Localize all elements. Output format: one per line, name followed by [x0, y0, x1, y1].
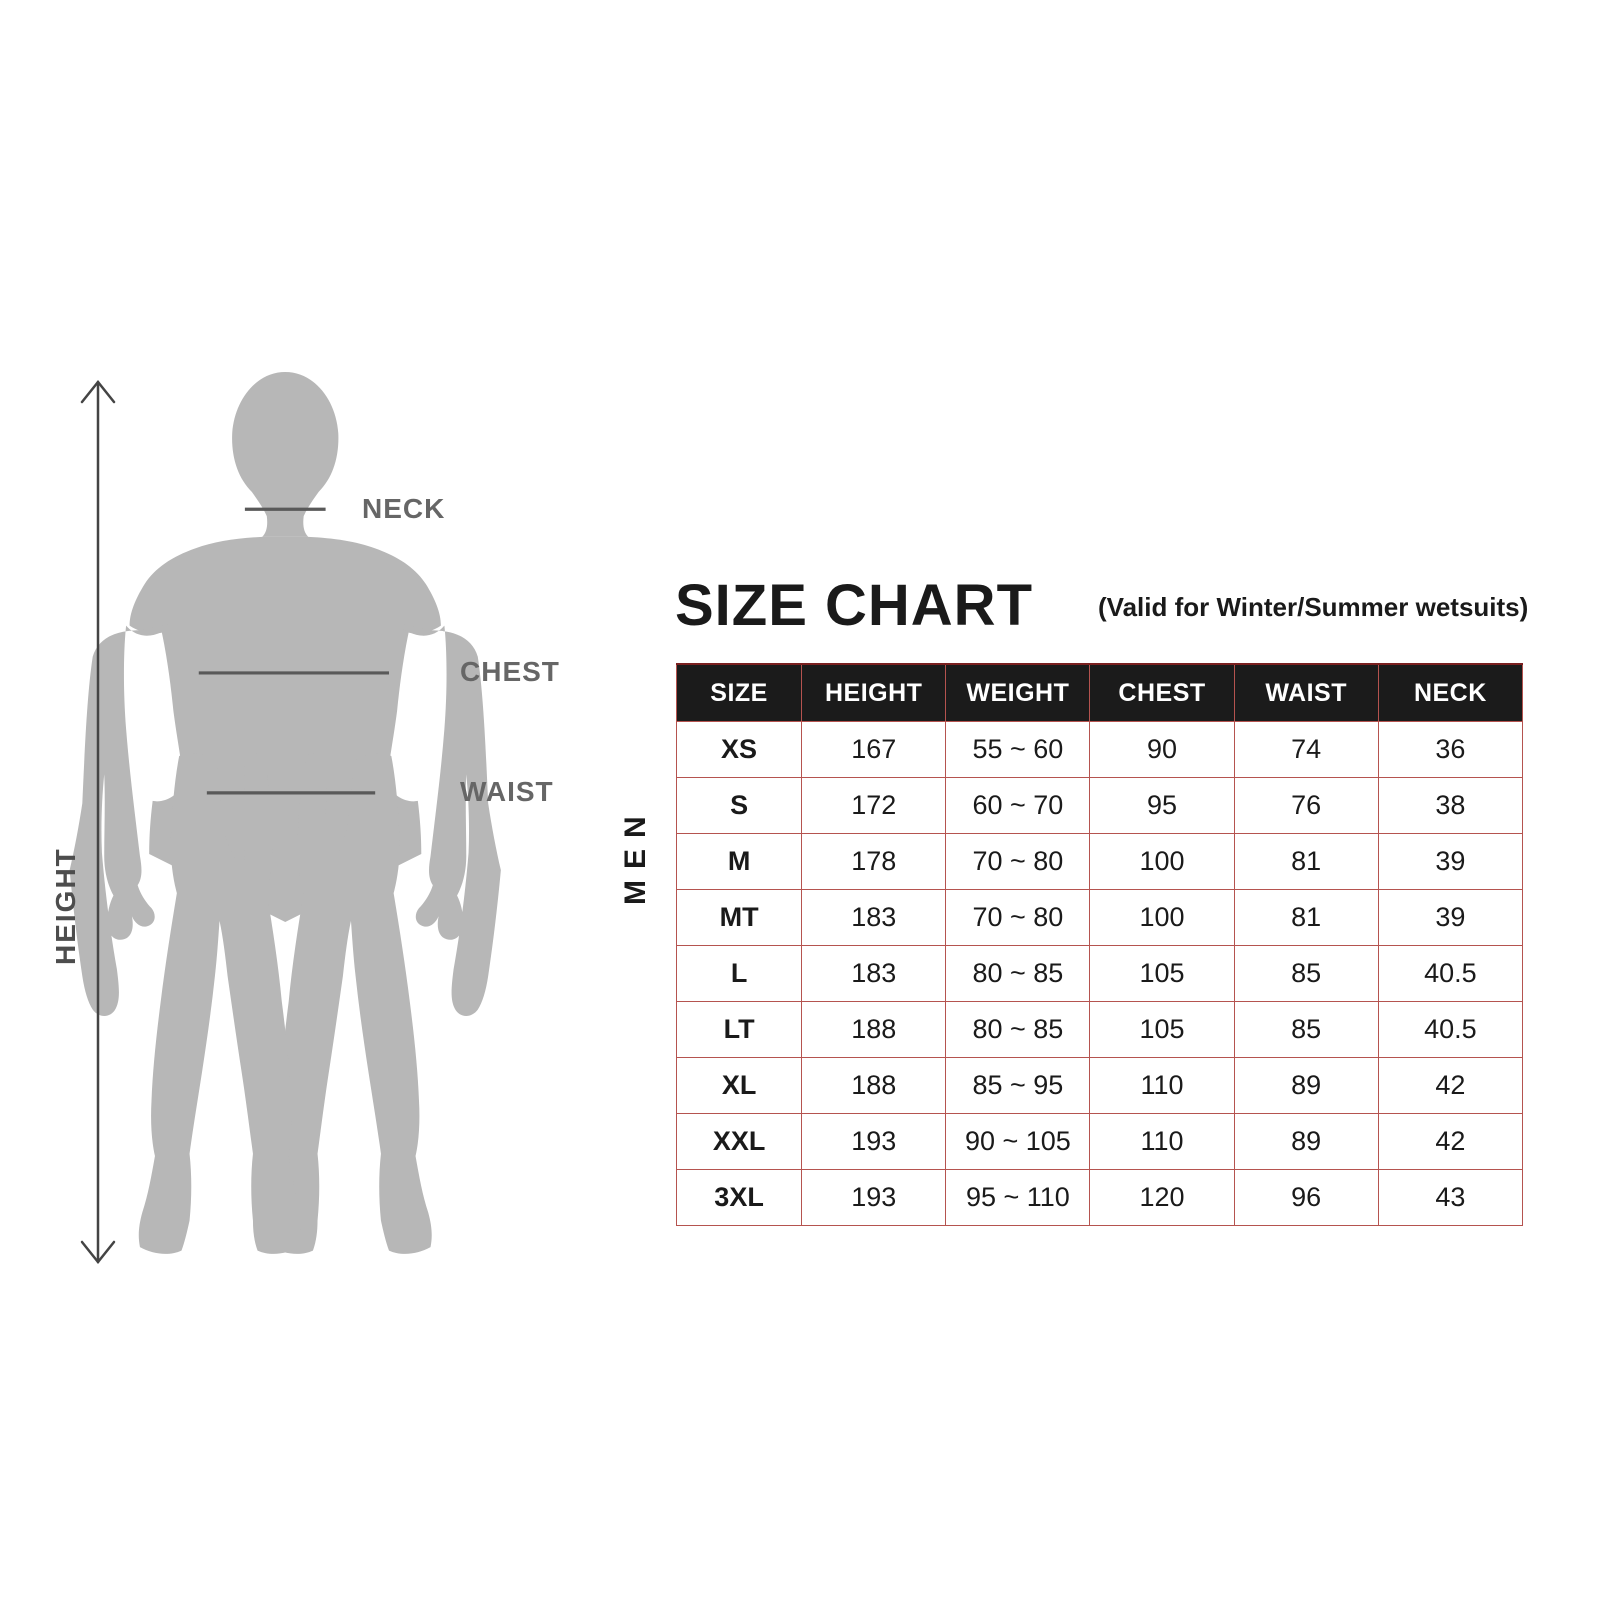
svg-text:HEIGHT: HEIGHT [50, 847, 81, 965]
